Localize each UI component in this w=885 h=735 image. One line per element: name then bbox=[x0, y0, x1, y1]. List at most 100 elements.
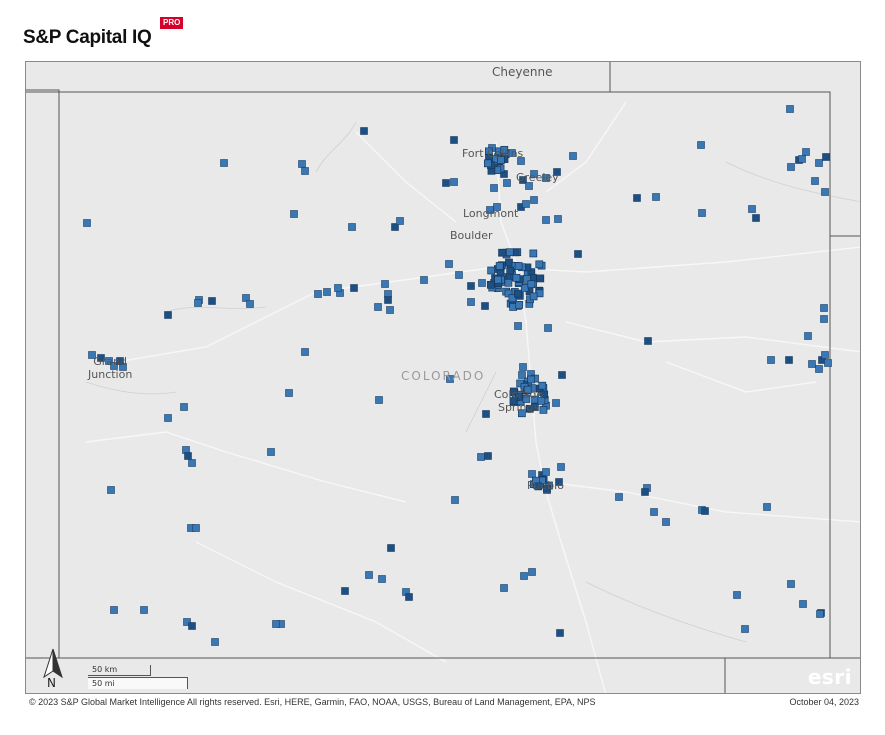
location-marker[interactable] bbox=[477, 453, 485, 461]
location-marker[interactable] bbox=[662, 518, 670, 526]
location-marker[interactable] bbox=[301, 348, 309, 356]
location-marker[interactable] bbox=[450, 178, 458, 186]
location-marker[interactable] bbox=[698, 209, 706, 217]
location-marker[interactable] bbox=[298, 160, 306, 168]
location-marker[interactable] bbox=[487, 266, 496, 275]
location-marker[interactable] bbox=[500, 145, 509, 154]
location-marker[interactable] bbox=[539, 406, 548, 414]
location-marker[interactable] bbox=[391, 223, 399, 231]
location-marker[interactable] bbox=[285, 389, 293, 397]
location-marker[interactable] bbox=[350, 284, 358, 292]
location-marker[interactable] bbox=[615, 493, 623, 501]
location-marker[interactable] bbox=[242, 294, 250, 302]
location-marker[interactable] bbox=[752, 214, 760, 222]
location-marker[interactable] bbox=[467, 298, 475, 306]
location-marker[interactable] bbox=[522, 200, 530, 208]
location-marker[interactable] bbox=[697, 141, 705, 149]
location-marker[interactable] bbox=[514, 322, 522, 330]
location-marker[interactable] bbox=[538, 381, 547, 390]
location-marker[interactable] bbox=[528, 568, 536, 576]
location-marker[interactable] bbox=[515, 300, 524, 309]
location-marker[interactable] bbox=[301, 167, 309, 175]
location-marker[interactable] bbox=[192, 524, 200, 532]
location-marker[interactable] bbox=[534, 482, 543, 491]
location-marker[interactable] bbox=[348, 223, 356, 231]
location-marker[interactable] bbox=[527, 375, 535, 384]
location-marker[interactable] bbox=[483, 159, 492, 168]
location-marker[interactable] bbox=[821, 351, 829, 359]
location-marker[interactable] bbox=[558, 371, 566, 379]
map-canvas[interactable] bbox=[26, 62, 861, 694]
location-marker[interactable] bbox=[365, 571, 373, 579]
location-marker[interactable] bbox=[481, 302, 489, 310]
location-marker[interactable] bbox=[184, 452, 192, 460]
location-marker[interactable] bbox=[97, 354, 105, 362]
location-marker[interactable] bbox=[505, 258, 513, 267]
location-marker[interactable] bbox=[543, 484, 551, 493]
location-marker[interactable] bbox=[815, 159, 823, 167]
location-marker[interactable] bbox=[531, 403, 539, 411]
location-marker[interactable] bbox=[451, 496, 459, 504]
location-marker[interactable] bbox=[211, 638, 219, 646]
location-marker[interactable] bbox=[525, 182, 533, 190]
location-marker[interactable] bbox=[767, 356, 775, 364]
location-marker[interactable] bbox=[110, 606, 118, 614]
location-marker[interactable] bbox=[733, 591, 741, 599]
location-marker[interactable] bbox=[527, 280, 536, 289]
location-marker[interactable] bbox=[446, 375, 454, 383]
location-marker[interactable] bbox=[798, 155, 806, 163]
location-marker[interactable] bbox=[246, 300, 254, 308]
map-view[interactable]: Cheyenne Fort Collins Greeley Longmont B… bbox=[25, 61, 861, 694]
location-marker[interactable] bbox=[323, 288, 331, 296]
location-marker[interactable] bbox=[519, 176, 527, 184]
location-marker[interactable] bbox=[808, 360, 816, 368]
location-marker[interactable] bbox=[804, 332, 812, 340]
location-marker[interactable] bbox=[360, 127, 368, 135]
location-marker[interactable] bbox=[822, 153, 830, 161]
location-marker[interactable] bbox=[455, 271, 463, 279]
location-marker[interactable] bbox=[478, 279, 486, 287]
location-marker[interactable] bbox=[528, 470, 536, 478]
location-marker[interactable] bbox=[140, 606, 148, 614]
location-marker[interactable] bbox=[504, 289, 513, 298]
location-marker[interactable] bbox=[378, 575, 386, 583]
location-marker[interactable] bbox=[701, 507, 709, 515]
location-marker[interactable] bbox=[821, 188, 829, 196]
location-marker[interactable] bbox=[386, 306, 394, 314]
location-marker[interactable] bbox=[644, 337, 652, 345]
location-marker[interactable] bbox=[811, 177, 819, 185]
location-marker[interactable] bbox=[523, 385, 532, 394]
location-marker[interactable] bbox=[530, 196, 538, 204]
location-marker[interactable] bbox=[506, 266, 514, 275]
location-marker[interactable] bbox=[503, 179, 511, 187]
location-marker[interactable] bbox=[497, 156, 505, 165]
location-marker[interactable] bbox=[105, 357, 113, 365]
location-marker[interactable] bbox=[88, 351, 96, 359]
location-marker[interactable] bbox=[529, 292, 538, 301]
location-marker[interactable] bbox=[384, 296, 392, 304]
location-marker[interactable] bbox=[633, 194, 641, 202]
location-marker[interactable] bbox=[290, 210, 298, 218]
location-marker[interactable] bbox=[116, 357, 124, 365]
location-marker[interactable] bbox=[520, 572, 528, 580]
location-marker[interactable] bbox=[272, 620, 280, 628]
location-marker[interactable] bbox=[220, 159, 228, 167]
location-marker[interactable] bbox=[799, 600, 807, 608]
location-marker[interactable] bbox=[509, 387, 518, 396]
location-marker[interactable] bbox=[518, 409, 526, 418]
location-marker[interactable] bbox=[820, 315, 828, 323]
location-marker[interactable] bbox=[493, 203, 501, 211]
location-marker[interactable] bbox=[508, 294, 517, 303]
location-marker[interactable] bbox=[183, 618, 191, 626]
location-marker[interactable] bbox=[374, 303, 382, 311]
location-marker[interactable] bbox=[542, 468, 550, 476]
location-marker[interactable] bbox=[574, 250, 582, 258]
location-marker[interactable] bbox=[188, 459, 196, 467]
location-marker[interactable] bbox=[650, 508, 658, 516]
location-marker[interactable] bbox=[802, 148, 810, 156]
location-marker[interactable] bbox=[500, 584, 508, 592]
location-marker[interactable] bbox=[820, 304, 828, 312]
location-marker[interactable] bbox=[495, 262, 504, 270]
location-marker[interactable] bbox=[519, 363, 527, 371]
location-marker[interactable] bbox=[556, 629, 564, 637]
